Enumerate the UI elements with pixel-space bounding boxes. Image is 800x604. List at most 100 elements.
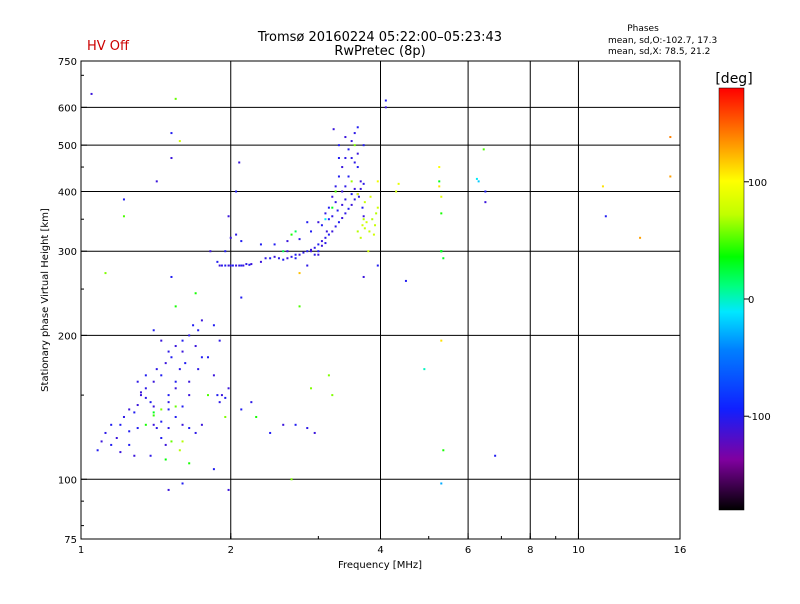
- data-point: [152, 405, 155, 408]
- data-point: [286, 240, 289, 243]
- data-point: [192, 324, 195, 327]
- data-point: [317, 221, 320, 224]
- data-point: [174, 97, 177, 100]
- y-tick-label: 100: [58, 475, 77, 486]
- data-point: [224, 264, 227, 267]
- data-point: [218, 264, 221, 267]
- data-point: [294, 230, 297, 233]
- data-point: [369, 195, 372, 198]
- data-point: [231, 264, 234, 267]
- data-point: [376, 180, 379, 183]
- data-point: [174, 380, 177, 383]
- data-point: [248, 263, 251, 266]
- data-point: [350, 140, 353, 143]
- data-point: [160, 420, 163, 423]
- data-point: [317, 243, 320, 246]
- data-point: [298, 238, 301, 241]
- data-point: [324, 236, 327, 239]
- data-point: [181, 482, 184, 485]
- data-point: [164, 443, 167, 446]
- y-tick-label: 600: [58, 103, 77, 114]
- data-point: [152, 411, 155, 414]
- data-point: [341, 217, 344, 220]
- data-point: [216, 394, 219, 397]
- data-point: [152, 329, 155, 332]
- data-point: [336, 209, 339, 212]
- x-axis-label: Frequency [MHz]: [338, 560, 422, 571]
- data-point: [282, 250, 285, 253]
- data-point: [218, 339, 221, 342]
- data-point: [313, 431, 316, 434]
- data-point: [359, 187, 362, 190]
- data-point: [484, 201, 487, 204]
- data-point: [442, 449, 445, 452]
- data-point: [356, 230, 359, 233]
- data-point: [245, 263, 248, 266]
- data-point: [350, 203, 353, 206]
- data-point: [194, 292, 197, 295]
- data-point: [238, 161, 241, 164]
- data-point: [639, 236, 642, 239]
- data-point: [484, 190, 487, 193]
- data-point: [224, 415, 227, 418]
- data-point: [119, 451, 122, 454]
- colorbar-tick-label: 0: [748, 295, 754, 306]
- data-point: [356, 166, 359, 169]
- data-point: [359, 236, 362, 239]
- x-tick-label: 2: [228, 545, 234, 556]
- data-point: [174, 415, 177, 418]
- data-point: [482, 148, 485, 151]
- data-point: [167, 394, 170, 397]
- data-point: [206, 356, 209, 359]
- data-point: [375, 212, 378, 215]
- y-tick-label: 400: [58, 187, 77, 198]
- axis-ticks: 1 2 4 6 8 10 16 75 100 200 300 400 500 600 750: [58, 57, 686, 556]
- data-point: [440, 250, 443, 253]
- data-point: [298, 305, 301, 308]
- data-point: [282, 423, 285, 426]
- data-point: [438, 185, 441, 188]
- data-point: [133, 411, 136, 414]
- data-point: [362, 215, 365, 218]
- data-point: [376, 206, 379, 209]
- data-point: [227, 488, 230, 491]
- data-point: [167, 350, 170, 353]
- data-point: [353, 198, 356, 201]
- data-point: [259, 260, 262, 263]
- data-point: [356, 126, 359, 129]
- data-point: [331, 195, 334, 198]
- y-tick-label: 750: [58, 57, 77, 68]
- data-point: [371, 218, 374, 221]
- data-point: [440, 482, 443, 485]
- chart-subtitle: RwPretec (8p): [334, 44, 425, 59]
- data-point: [310, 387, 313, 390]
- data-point: [669, 136, 672, 139]
- phases-o-stats: mean, sd,O:-102.7, 17.3: [608, 36, 717, 46]
- data-point: [395, 190, 398, 193]
- data-point: [122, 198, 125, 201]
- data-point: [110, 423, 113, 426]
- data-point: [240, 296, 243, 299]
- data-point: [128, 408, 131, 411]
- data-point: [361, 224, 364, 227]
- data-point: [334, 201, 337, 204]
- data-point: [194, 345, 197, 348]
- colorbar-ticks: 100 0 -100: [744, 178, 771, 423]
- data-point: [167, 401, 170, 404]
- data-point: [324, 218, 327, 221]
- data-point: [327, 374, 330, 377]
- data-point: [347, 148, 350, 151]
- data-point: [178, 368, 181, 371]
- data-point: [350, 157, 353, 160]
- data-point: [167, 427, 170, 430]
- data-point: [181, 350, 184, 353]
- data-point: [255, 415, 258, 418]
- data-point: [170, 157, 173, 160]
- data-point: [235, 264, 238, 267]
- data-point: [273, 255, 276, 258]
- data-point: [152, 414, 155, 417]
- data-points: [90, 92, 672, 491]
- data-point: [188, 462, 191, 465]
- data-point: [229, 236, 232, 239]
- data-point: [325, 230, 328, 233]
